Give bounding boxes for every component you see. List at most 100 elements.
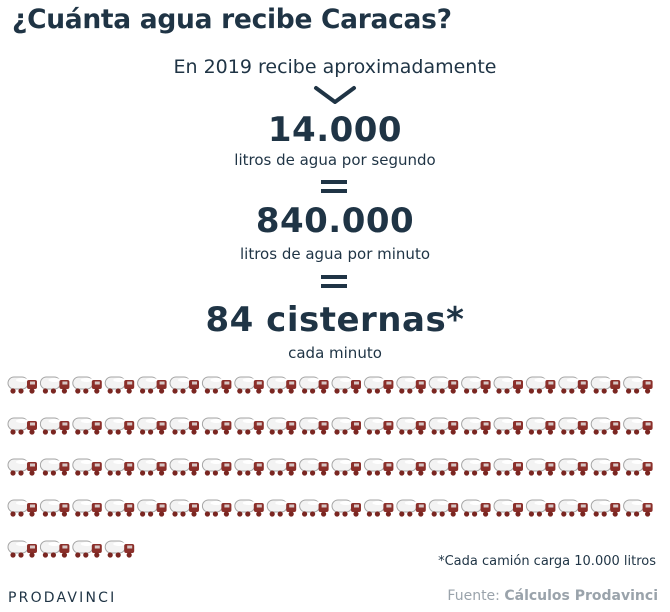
tanker-truck-icon: [396, 417, 427, 436]
tanker-truck-icon: [590, 376, 621, 395]
tanker-truck-icon: [331, 376, 362, 395]
tanker-truck-icon: [104, 458, 135, 477]
intro-text: En 2019 recibe aproximadamente: [173, 56, 497, 78]
tanker-truck-icon: [299, 499, 330, 518]
tanker-truck-icon: [428, 458, 459, 477]
tanker-pictogram: [7, 376, 654, 559]
source-value: Cálculos Prodavinci: [504, 588, 658, 604]
tanker-truck-icon: [461, 376, 492, 395]
tanker-truck-icon: [331, 458, 362, 477]
tanker-truck-icon: [623, 417, 654, 436]
tanker-truck-icon: [7, 376, 38, 395]
tanker-truck-icon: [493, 376, 524, 395]
tanker-truck-icon: [396, 499, 427, 518]
tanker-truck-icon: [104, 540, 135, 559]
tanker-truck-icon: [234, 458, 265, 477]
source-credit: Fuente: Cálculos Prodavinci: [447, 588, 658, 604]
tanker-truck-icon: [428, 417, 459, 436]
equals-icon: [321, 275, 347, 293]
tanker-truck-icon: [299, 376, 330, 395]
tankers-per-minute-value: 84 cisternas*: [205, 300, 465, 340]
tanker-truck-icon: [201, 417, 232, 436]
tanker-truck-icon: [493, 499, 524, 518]
tanker-truck-icon: [72, 417, 103, 436]
page-title: ¿Cuánta agua recibe Caracas?: [12, 4, 452, 35]
tanker-truck-icon: [299, 417, 330, 436]
tanker-truck-icon: [461, 499, 492, 518]
tanker-truck-icon: [558, 458, 589, 477]
tanker-truck-icon: [137, 376, 168, 395]
tanker-truck-icon: [363, 417, 394, 436]
tanker-truck-icon: [266, 417, 297, 436]
tanker-truck-icon: [104, 417, 135, 436]
tanker-truck-icon: [104, 499, 135, 518]
tanker-truck-icon: [169, 458, 200, 477]
tanker-truck-icon: [493, 417, 524, 436]
tanker-truck-icon: [428, 499, 459, 518]
tanker-truck-icon: [493, 458, 524, 477]
footnote: *Cada camión carga 10.000 litros: [438, 554, 656, 569]
liters-per-second-value: 14.000: [267, 110, 403, 150]
liters-per-second-label: litros de agua por segundo: [234, 151, 436, 169]
tanker-truck-icon: [104, 376, 135, 395]
tanker-truck-icon: [525, 458, 556, 477]
tanker-truck-icon: [266, 376, 297, 395]
tanker-truck-icon: [461, 417, 492, 436]
tanker-truck-icon: [363, 458, 394, 477]
tanker-truck-icon: [201, 499, 232, 518]
liters-per-minute-value: 840.000: [255, 201, 415, 241]
tanker-truck-icon: [331, 499, 362, 518]
tanker-truck-icon: [623, 458, 654, 477]
tanker-truck-icon: [590, 458, 621, 477]
tanker-truck-icon: [363, 376, 394, 395]
tanker-truck-icon: [396, 458, 427, 477]
tanker-truck-icon: [525, 376, 556, 395]
tanker-truck-icon: [396, 376, 427, 395]
tanker-truck-icon: [72, 499, 103, 518]
tanker-truck-icon: [590, 417, 621, 436]
tanker-truck-icon: [137, 458, 168, 477]
tanker-truck-icon: [461, 458, 492, 477]
tanker-truck-icon: [169, 499, 200, 518]
tanker-truck-icon: [39, 458, 70, 477]
tankers-per-minute-label: cada minuto: [288, 344, 382, 362]
tanker-truck-icon: [558, 376, 589, 395]
tanker-truck-icon: [558, 499, 589, 518]
tanker-truck-icon: [363, 499, 394, 518]
tanker-truck-icon: [72, 458, 103, 477]
tanker-truck-icon: [558, 417, 589, 436]
tanker-truck-icon: [7, 458, 38, 477]
tanker-truck-icon: [39, 499, 70, 518]
tanker-truck-icon: [525, 499, 556, 518]
liters-per-minute-label: litros de agua por minuto: [240, 245, 430, 263]
tanker-truck-icon: [201, 376, 232, 395]
tanker-truck-icon: [623, 376, 654, 395]
tanker-truck-icon: [266, 499, 297, 518]
brand-logo: PRODAVINCI: [8, 590, 117, 606]
source-label: Fuente:: [447, 588, 500, 604]
tanker-truck-icon: [234, 499, 265, 518]
tanker-truck-icon: [137, 499, 168, 518]
tanker-truck-icon: [7, 499, 38, 518]
tanker-truck-icon: [7, 417, 38, 436]
tanker-truck-icon: [72, 376, 103, 395]
tanker-truck-icon: [590, 499, 621, 518]
tanker-truck-icon: [428, 376, 459, 395]
tanker-truck-icon: [169, 417, 200, 436]
tanker-truck-icon: [169, 376, 200, 395]
tanker-truck-icon: [234, 376, 265, 395]
tanker-truck-icon: [7, 540, 38, 559]
tanker-truck-icon: [299, 458, 330, 477]
tanker-truck-icon: [266, 458, 297, 477]
tanker-truck-icon: [234, 417, 265, 436]
equals-icon: [321, 180, 347, 198]
tanker-truck-icon: [137, 417, 168, 436]
tanker-truck-icon: [39, 417, 70, 436]
tanker-truck-icon: [39, 540, 70, 559]
tanker-truck-icon: [525, 417, 556, 436]
chevron-down-icon: [314, 86, 356, 104]
tanker-truck-icon: [39, 376, 70, 395]
tanker-truck-icon: [331, 417, 362, 436]
tanker-truck-icon: [72, 540, 103, 559]
tanker-truck-icon: [623, 499, 654, 518]
